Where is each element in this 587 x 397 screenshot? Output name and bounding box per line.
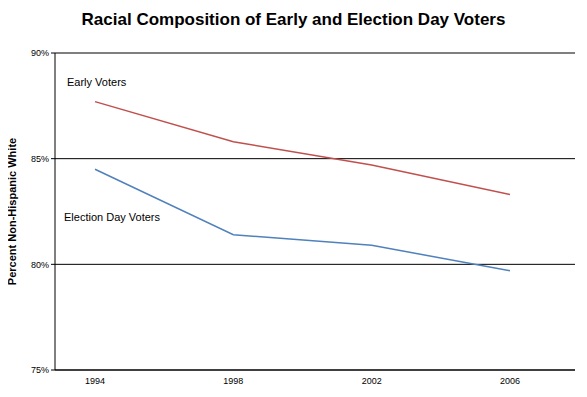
svg-text:Percent Non-Hispanic White: Percent Non-Hispanic White xyxy=(8,138,18,285)
svg-text:75%: 75% xyxy=(31,365,49,375)
svg-text:2006: 2006 xyxy=(500,376,520,386)
svg-text:80%: 80% xyxy=(31,260,49,270)
svg-text:Election Day Voters: Election Day Voters xyxy=(64,211,160,223)
svg-text:90%: 90% xyxy=(31,48,49,58)
html-text:Racial Composition of Early an: Racial Composition of Early and Election… xyxy=(81,10,506,29)
svg-text:1994: 1994 xyxy=(85,376,105,386)
svg-text:Early Voters: Early Voters xyxy=(67,76,127,88)
svg-text:2002: 2002 xyxy=(362,376,382,386)
svg-text:85%: 85% xyxy=(31,154,49,164)
svg-text:1998: 1998 xyxy=(223,376,243,386)
